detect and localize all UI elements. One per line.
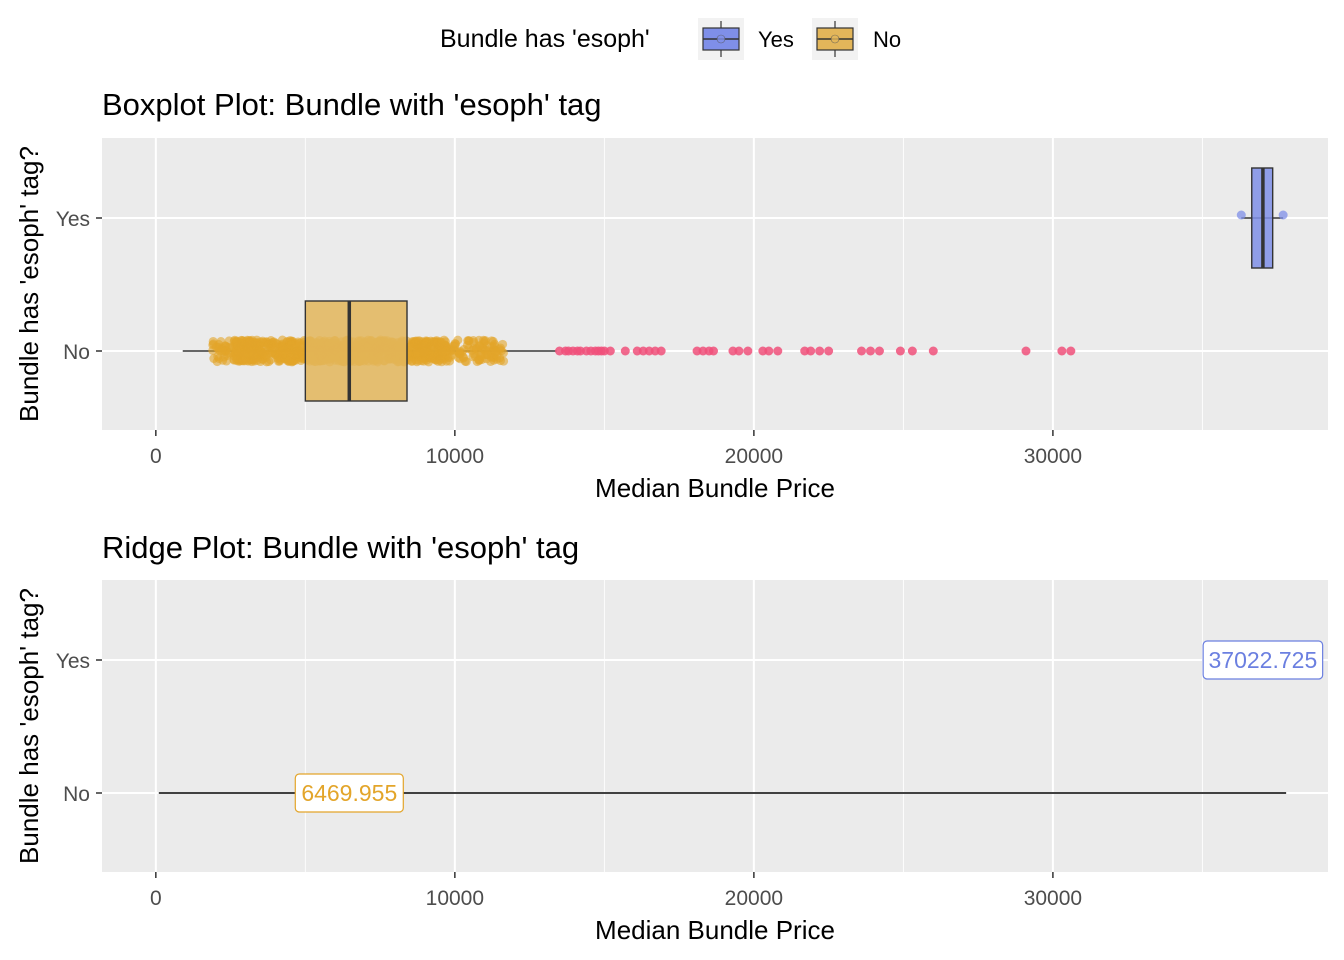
y-tick-label: Yes xyxy=(56,650,90,673)
outlier-point xyxy=(773,346,783,356)
data-point-no xyxy=(438,347,448,357)
data-point-no xyxy=(259,348,269,358)
data-point-no xyxy=(474,341,484,351)
x-tick-label: 30000 xyxy=(1024,445,1082,468)
data-point-no xyxy=(268,343,278,353)
outlier-point xyxy=(857,346,867,356)
data-point-no xyxy=(284,356,294,366)
y-tick-label: No xyxy=(63,783,90,806)
y-tick-label: Yes xyxy=(56,208,90,231)
legend-key-no xyxy=(812,18,858,60)
data-point-yes xyxy=(1236,210,1246,220)
data-point-no xyxy=(495,343,505,353)
data-point-yes xyxy=(1278,210,1288,220)
data-point-no xyxy=(419,356,429,366)
data-point-no xyxy=(419,347,429,357)
legend-label-no: No xyxy=(873,27,901,52)
median-label-box-no xyxy=(294,773,404,813)
outlier-point xyxy=(734,346,744,356)
ridge-panel-background xyxy=(102,580,1328,872)
outlier-point xyxy=(928,346,938,356)
outlier-point xyxy=(874,346,884,356)
boxplot-title: Boxplot Plot: Bundle with 'esoph' tag xyxy=(102,87,602,122)
median-label-yes: 37022.725 xyxy=(1209,647,1318,673)
boxplot-marks xyxy=(182,167,1288,402)
data-point-no xyxy=(449,345,459,355)
outlier-point xyxy=(1066,346,1076,356)
x-tick-label: 10000 xyxy=(426,445,484,468)
x-tick-label: 30000 xyxy=(1024,887,1082,910)
outlier-point xyxy=(1057,346,1067,356)
median-label-no: 6469.955 xyxy=(301,780,397,806)
data-point-no xyxy=(240,350,250,360)
data-point-no xyxy=(487,336,497,346)
data-point-no xyxy=(295,338,305,348)
legend-title: Bundle has 'esoph' xyxy=(440,25,650,53)
data-point-no xyxy=(233,341,243,351)
boxplot-axes: 0 10000 20000 30000 No Yes xyxy=(56,208,1082,468)
ridge-axes: 0 10000 20000 30000 No Yes xyxy=(56,650,1082,910)
outlier-point xyxy=(895,346,905,356)
data-point-no xyxy=(412,348,422,358)
data-point-no xyxy=(437,337,447,347)
x-tick-label: 20000 xyxy=(725,445,783,468)
outlier-point xyxy=(709,346,719,356)
boxplot-y-axis-label: Bundle has 'esoph' tag? xyxy=(14,146,44,422)
ridge-title: Ridge Plot: Bundle with 'esoph' tag xyxy=(102,530,579,565)
data-point-no xyxy=(426,353,436,363)
x-tick-label: 0 xyxy=(150,445,162,468)
legend-key-yes xyxy=(698,18,744,60)
boxplot-panel-background xyxy=(102,138,1328,430)
outlier-point xyxy=(743,346,753,356)
data-point-no xyxy=(244,338,254,348)
median-label-box-yes xyxy=(1202,640,1324,680)
x-tick-label: 20000 xyxy=(725,887,783,910)
boxplot-x-axis-label: Median Bundle Price xyxy=(595,473,835,503)
outlier-point xyxy=(815,346,825,356)
legend: Bundle has 'esoph' Yes No xyxy=(440,18,901,60)
boxplot-chart: Boxplot Plot: Bundle with 'esoph' tag 0 1… xyxy=(14,87,1328,503)
outlier-point xyxy=(620,346,630,356)
x-tick-label: 0 xyxy=(150,887,162,910)
data-point-no xyxy=(486,356,496,366)
outlier-point xyxy=(1021,346,1031,356)
outlier-point xyxy=(764,346,774,356)
data-point-no xyxy=(255,337,265,347)
data-point-no xyxy=(482,349,492,359)
data-point-no xyxy=(435,355,445,365)
data-point-no xyxy=(252,355,262,365)
data-point-no xyxy=(277,342,287,352)
legend-label-yes: Yes xyxy=(758,27,794,52)
outlier-point xyxy=(656,346,666,356)
ridge-marks: 6469.955 37022.725 xyxy=(158,640,1324,813)
data-point-no xyxy=(217,345,227,355)
data-point-no xyxy=(286,340,296,350)
outliers-no xyxy=(555,346,1076,356)
y-tick-label: No xyxy=(63,341,90,364)
outlier-point xyxy=(806,346,816,356)
data-point-no xyxy=(225,348,235,358)
box-no xyxy=(304,300,408,402)
outlier-point xyxy=(605,346,615,356)
data-point-no xyxy=(406,341,416,351)
outlier-point xyxy=(865,346,875,356)
x-tick-label: 10000 xyxy=(426,887,484,910)
ridge-x-axis-label: Median Bundle Price xyxy=(595,915,835,945)
ridge-chart: Ridge Plot: Bundle with 'esoph' tag 6469… xyxy=(14,530,1328,945)
data-point-no xyxy=(229,354,239,364)
data-point-no xyxy=(221,356,231,366)
data-point-no xyxy=(464,336,474,346)
outlier-point xyxy=(824,346,834,356)
data-point-no xyxy=(429,337,439,347)
ridge-y-axis-label: Bundle has 'esoph' tag? xyxy=(14,588,44,864)
data-point-no xyxy=(273,353,283,363)
outlier-point xyxy=(907,346,917,356)
data-point-no xyxy=(472,357,482,367)
